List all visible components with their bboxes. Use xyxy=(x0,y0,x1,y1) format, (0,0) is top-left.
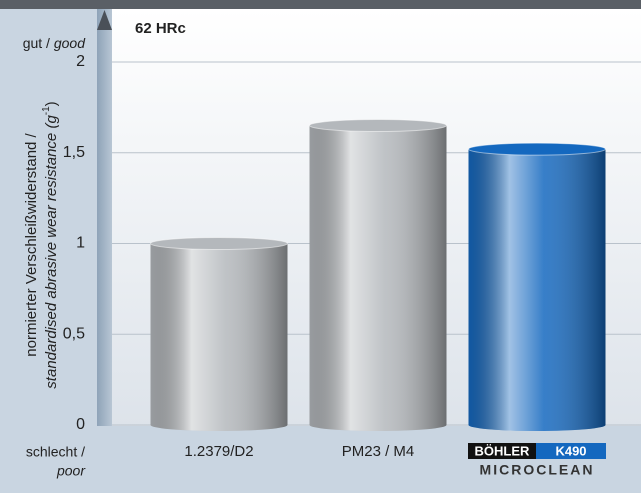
bar-top xyxy=(309,119,447,133)
axis-band xyxy=(97,9,112,426)
bar xyxy=(309,119,447,431)
y-tick-label: 0 xyxy=(76,416,85,433)
x-tick-label: PM23 / M4 xyxy=(342,443,415,460)
bar-body-shade xyxy=(309,125,447,426)
bar xyxy=(150,237,288,431)
top-label: gut / good xyxy=(23,35,86,51)
bar-body-shade xyxy=(150,243,288,425)
y-label-text: standardised abrasive wear resistance (g xyxy=(43,115,60,389)
x-tick-label: 1.2379/D2 xyxy=(184,443,253,460)
x-tick-label: K490 xyxy=(555,443,586,458)
top-label-en: good xyxy=(54,35,86,51)
bar-top xyxy=(468,142,606,156)
y-label-exponent: -1 xyxy=(41,106,52,115)
y-tick-label: 2 xyxy=(76,53,85,70)
y-tick-label: 1,5 xyxy=(63,144,85,161)
y-label-close: ) xyxy=(43,101,60,106)
y-label-line1: normierter Verschleißwiderstand / xyxy=(23,132,40,356)
bar xyxy=(468,142,606,431)
axis-arrow xyxy=(97,10,112,30)
y-axis-label: normierter Verschleißwiderstand / standa… xyxy=(23,101,60,388)
bottom-label-de: schlecht / xyxy=(26,444,85,460)
bottom-label-en: poor xyxy=(56,463,86,479)
top-bar xyxy=(0,0,641,9)
logo-brand-box xyxy=(468,443,536,459)
y-tick-label: 1 xyxy=(76,235,85,252)
chart-title: 62 HRc xyxy=(135,20,186,37)
y-label-line2: standardised abrasive wear resistance (g… xyxy=(41,101,60,388)
logo-brand: BÖHLER xyxy=(475,443,531,458)
bar-body-shade xyxy=(468,149,606,425)
y-tick-label: 0,5 xyxy=(63,325,85,342)
logo-grade-box xyxy=(536,443,606,459)
logo-line: MICROCLEAN xyxy=(480,462,595,478)
top-label-de: gut / xyxy=(23,35,50,51)
bar-top xyxy=(150,237,288,250)
